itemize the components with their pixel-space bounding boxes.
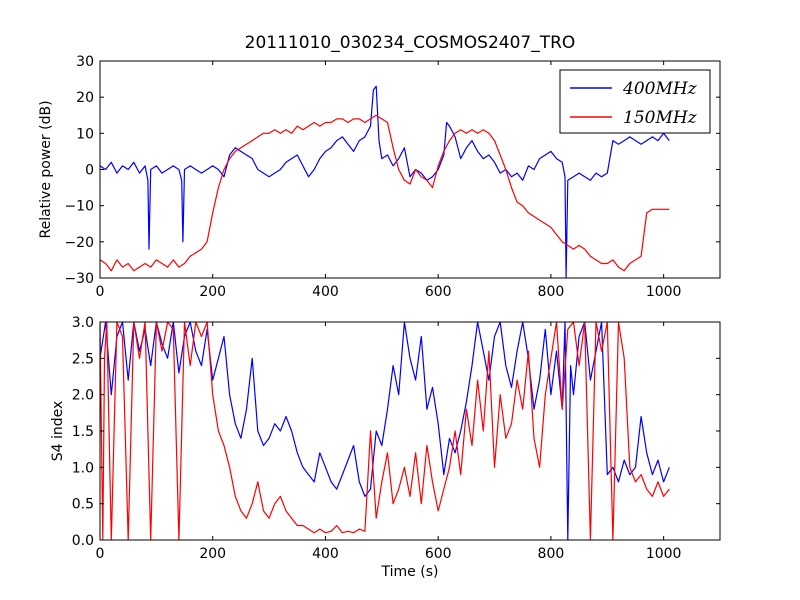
x-axis-label: Time (s) [381, 564, 439, 580]
power-y-tick-label: 30 [76, 54, 94, 70]
power-y-tick-label: −10 [64, 199, 94, 215]
power-y-tick-label: 0 [85, 163, 94, 179]
power-y-tick-label: −30 [64, 271, 94, 287]
s4-y-tick-label: 2.0 [72, 388, 94, 404]
s4-y-tick-label: 2.5 [72, 351, 94, 367]
s4-y-tick-label: 0.5 [72, 497, 94, 513]
power-series-red-line [100, 114, 670, 272]
chart-title: 20111010_030234_COSMOS2407_TRO [245, 33, 576, 53]
s4-x-tick-label: 0 [96, 546, 105, 562]
power-y-tick-label: 10 [76, 126, 94, 142]
s4-x-tick-label: 800 [538, 546, 565, 562]
legend-label-400: 400MHz [622, 79, 698, 99]
s4-x-tick-label: 600 [425, 546, 452, 562]
s4-axis-ticks: 0 200 400 600 800 1000 0.0 0.5 1.0 1.5 2.0 2.5 3.0 [72, 315, 720, 562]
s4-y-tick-label: 1.0 [72, 460, 94, 476]
power-x-tick-label: 600 [425, 284, 452, 300]
power-y-tick-label: −20 [64, 235, 94, 251]
power-y-axis-label: Relative power (dB) [38, 100, 54, 238]
legend: 400MHz 150MHz [559, 69, 711, 134]
s4-y-axis-label: S4 index [50, 401, 66, 462]
power-x-tick-label: 0 [96, 284, 105, 300]
power-y-tick-label: 20 [76, 90, 94, 106]
s4-x-tick-label: 1000 [646, 546, 682, 562]
s4-y-tick-label: 1.5 [72, 424, 94, 440]
power-panel: 0 200 400 600 800 1000 −30 −20 −10 0 10 20 30 Relati… [38, 54, 721, 300]
power-x-tick-label: 1000 [646, 284, 682, 300]
power-x-tick-label: 200 [199, 284, 226, 300]
power-x-tick-label: 400 [312, 284, 339, 300]
power-series-blue-line [100, 85, 670, 278]
s4-x-tick-label: 200 [199, 546, 226, 562]
legend-box [559, 69, 711, 134]
s4-y-tick-label: 0.0 [72, 533, 94, 549]
legend-label-150: 150MHz [623, 108, 698, 128]
power-plot-area [100, 85, 670, 278]
s4-plot-area [100, 322, 670, 540]
s4-y-tick-label: 3.0 [72, 315, 94, 331]
power-axis-ticks: 0 200 400 600 800 1000 −30 −20 −10 0 10 20 30 [64, 54, 720, 300]
s4-series-red-line [100, 322, 670, 540]
power-x-tick-label: 800 [538, 284, 565, 300]
s4-series-blue-line [100, 322, 670, 540]
s4-x-tick-label: 400 [312, 546, 339, 562]
s4-panel: 0 200 400 600 800 1000 0.0 0.5 1.0 1.5 2.0 2.5 3.0 S… [50, 315, 721, 580]
